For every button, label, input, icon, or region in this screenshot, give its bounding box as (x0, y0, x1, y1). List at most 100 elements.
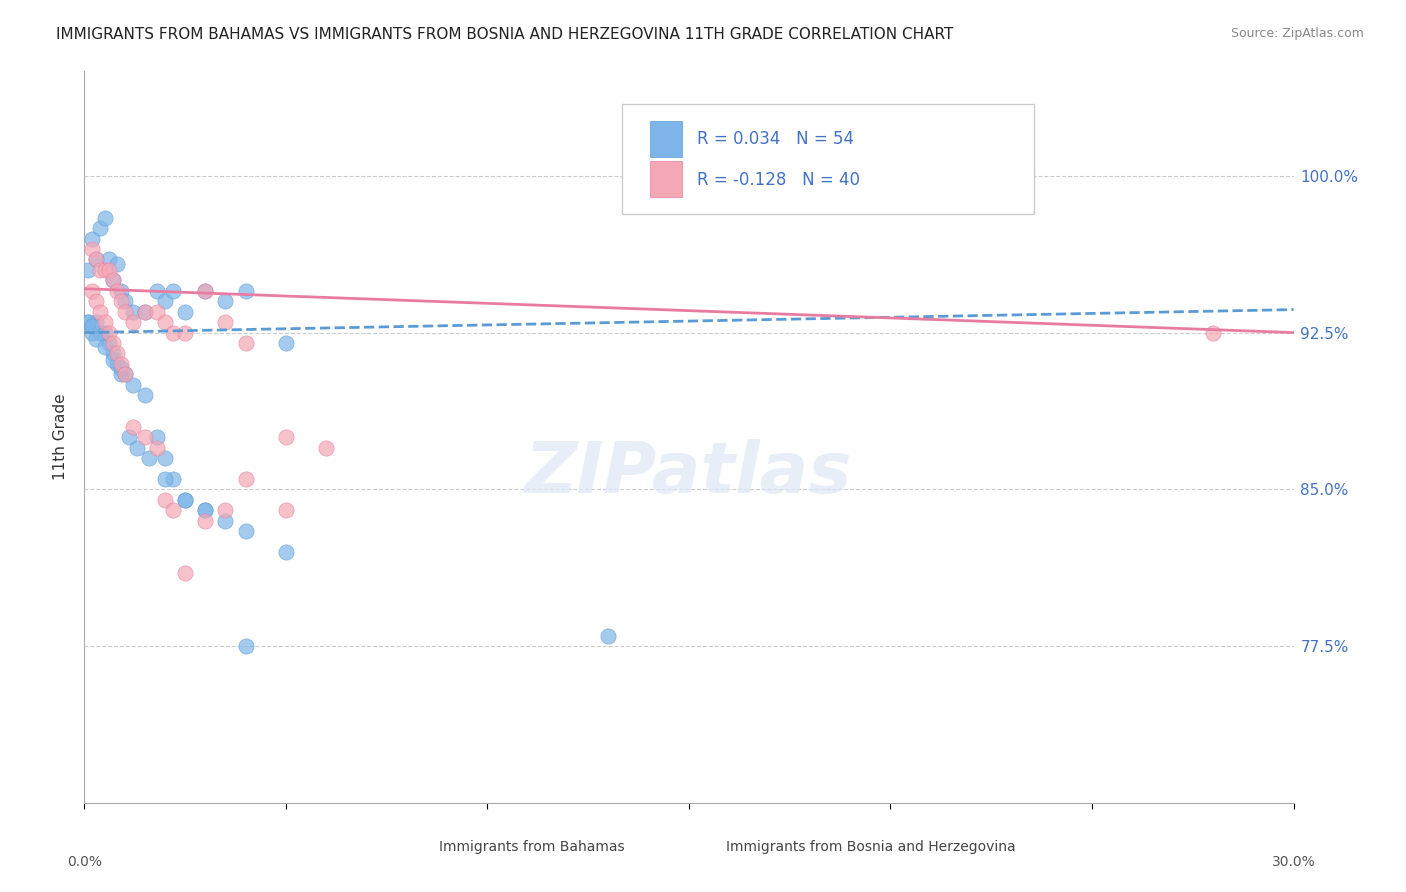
Point (82, 319, 104, 334)
Point (97, 336, 120, 351)
Point (174, 304, 197, 318)
Point (121, 315, 143, 329)
Circle shape (426, 838, 456, 855)
Point (146, 430, 169, 444)
Point (235, 336, 257, 351)
Point (105, 284, 128, 298)
Point (121, 304, 143, 318)
Point (114, 368, 136, 382)
Point (110, 361, 132, 376)
Point (194, 503, 217, 517)
Point (134, 304, 156, 318)
FancyBboxPatch shape (650, 121, 682, 157)
Point (110, 357, 132, 371)
Point (114, 294, 136, 309)
Point (194, 503, 217, 517)
Point (101, 336, 124, 351)
Point (77, 315, 100, 329)
Point (138, 450, 160, 465)
Point (86, 252, 108, 267)
Point (82, 326, 104, 340)
Point (134, 304, 156, 318)
Point (153, 472, 176, 486)
Point (118, 430, 141, 444)
Point (274, 430, 297, 444)
Point (89, 263, 111, 277)
Point (93, 326, 115, 340)
Point (105, 357, 128, 371)
FancyBboxPatch shape (650, 161, 682, 197)
Point (110, 284, 132, 298)
Point (89, 304, 111, 318)
Point (146, 284, 169, 298)
Point (105, 346, 128, 360)
Point (194, 284, 217, 298)
Point (93, 211, 115, 225)
Point (89, 326, 111, 340)
Point (105, 257, 128, 271)
Point (153, 450, 176, 465)
Point (93, 263, 115, 277)
Point (162, 326, 184, 340)
Point (101, 273, 124, 287)
Point (162, 503, 184, 517)
Point (93, 315, 115, 329)
Point (77, 315, 100, 329)
Point (235, 472, 257, 486)
Point (214, 503, 236, 517)
Point (214, 514, 236, 528)
Point (110, 294, 132, 309)
Point (174, 492, 197, 507)
Point (146, 304, 169, 318)
Point (114, 304, 136, 318)
Point (121, 377, 143, 392)
Point (235, 284, 257, 298)
Point (274, 503, 297, 517)
Point (153, 315, 176, 329)
Point (97, 326, 120, 340)
Point (1202, 326, 1225, 340)
Point (194, 514, 217, 528)
Point (153, 492, 176, 507)
Point (101, 273, 124, 287)
Point (82, 242, 104, 256)
Point (153, 294, 176, 309)
Point (214, 315, 236, 329)
Point (86, 294, 108, 309)
Point (162, 284, 184, 298)
Text: 30.0%: 30.0% (1271, 855, 1316, 869)
Point (97, 252, 120, 267)
Point (97, 263, 120, 277)
FancyBboxPatch shape (623, 104, 1033, 214)
Point (134, 430, 156, 444)
Y-axis label: 11th Grade: 11th Grade (53, 393, 69, 481)
Point (82, 284, 104, 298)
Text: 0.0%: 0.0% (67, 855, 101, 869)
Point (174, 492, 197, 507)
Point (101, 352, 124, 367)
Point (274, 336, 297, 351)
Point (235, 639, 257, 653)
Point (82, 231, 104, 245)
Point (174, 566, 197, 580)
Text: Immigrants from Bahamas: Immigrants from Bahamas (439, 839, 624, 854)
Circle shape (699, 838, 728, 855)
Point (162, 472, 184, 486)
Point (101, 346, 124, 360)
Text: Immigrants from Bosnia and Herzegovina: Immigrants from Bosnia and Herzegovina (725, 839, 1015, 854)
Point (110, 368, 132, 382)
Point (86, 332, 108, 346)
Point (86, 252, 108, 267)
Text: ZIPatlas: ZIPatlas (526, 439, 852, 508)
Point (125, 441, 148, 455)
Point (134, 388, 156, 402)
Point (77, 263, 100, 277)
Point (315, 441, 337, 455)
Point (598, 629, 620, 643)
Point (93, 340, 115, 354)
Point (146, 441, 169, 455)
Point (121, 419, 143, 434)
Point (214, 294, 236, 309)
Text: Source: ZipAtlas.com: Source: ZipAtlas.com (1230, 27, 1364, 40)
Text: IMMIGRANTS FROM BAHAMAS VS IMMIGRANTS FROM BOSNIA AND HERZEGOVINA 11TH GRADE COR: IMMIGRANTS FROM BAHAMAS VS IMMIGRANTS FR… (56, 27, 953, 42)
